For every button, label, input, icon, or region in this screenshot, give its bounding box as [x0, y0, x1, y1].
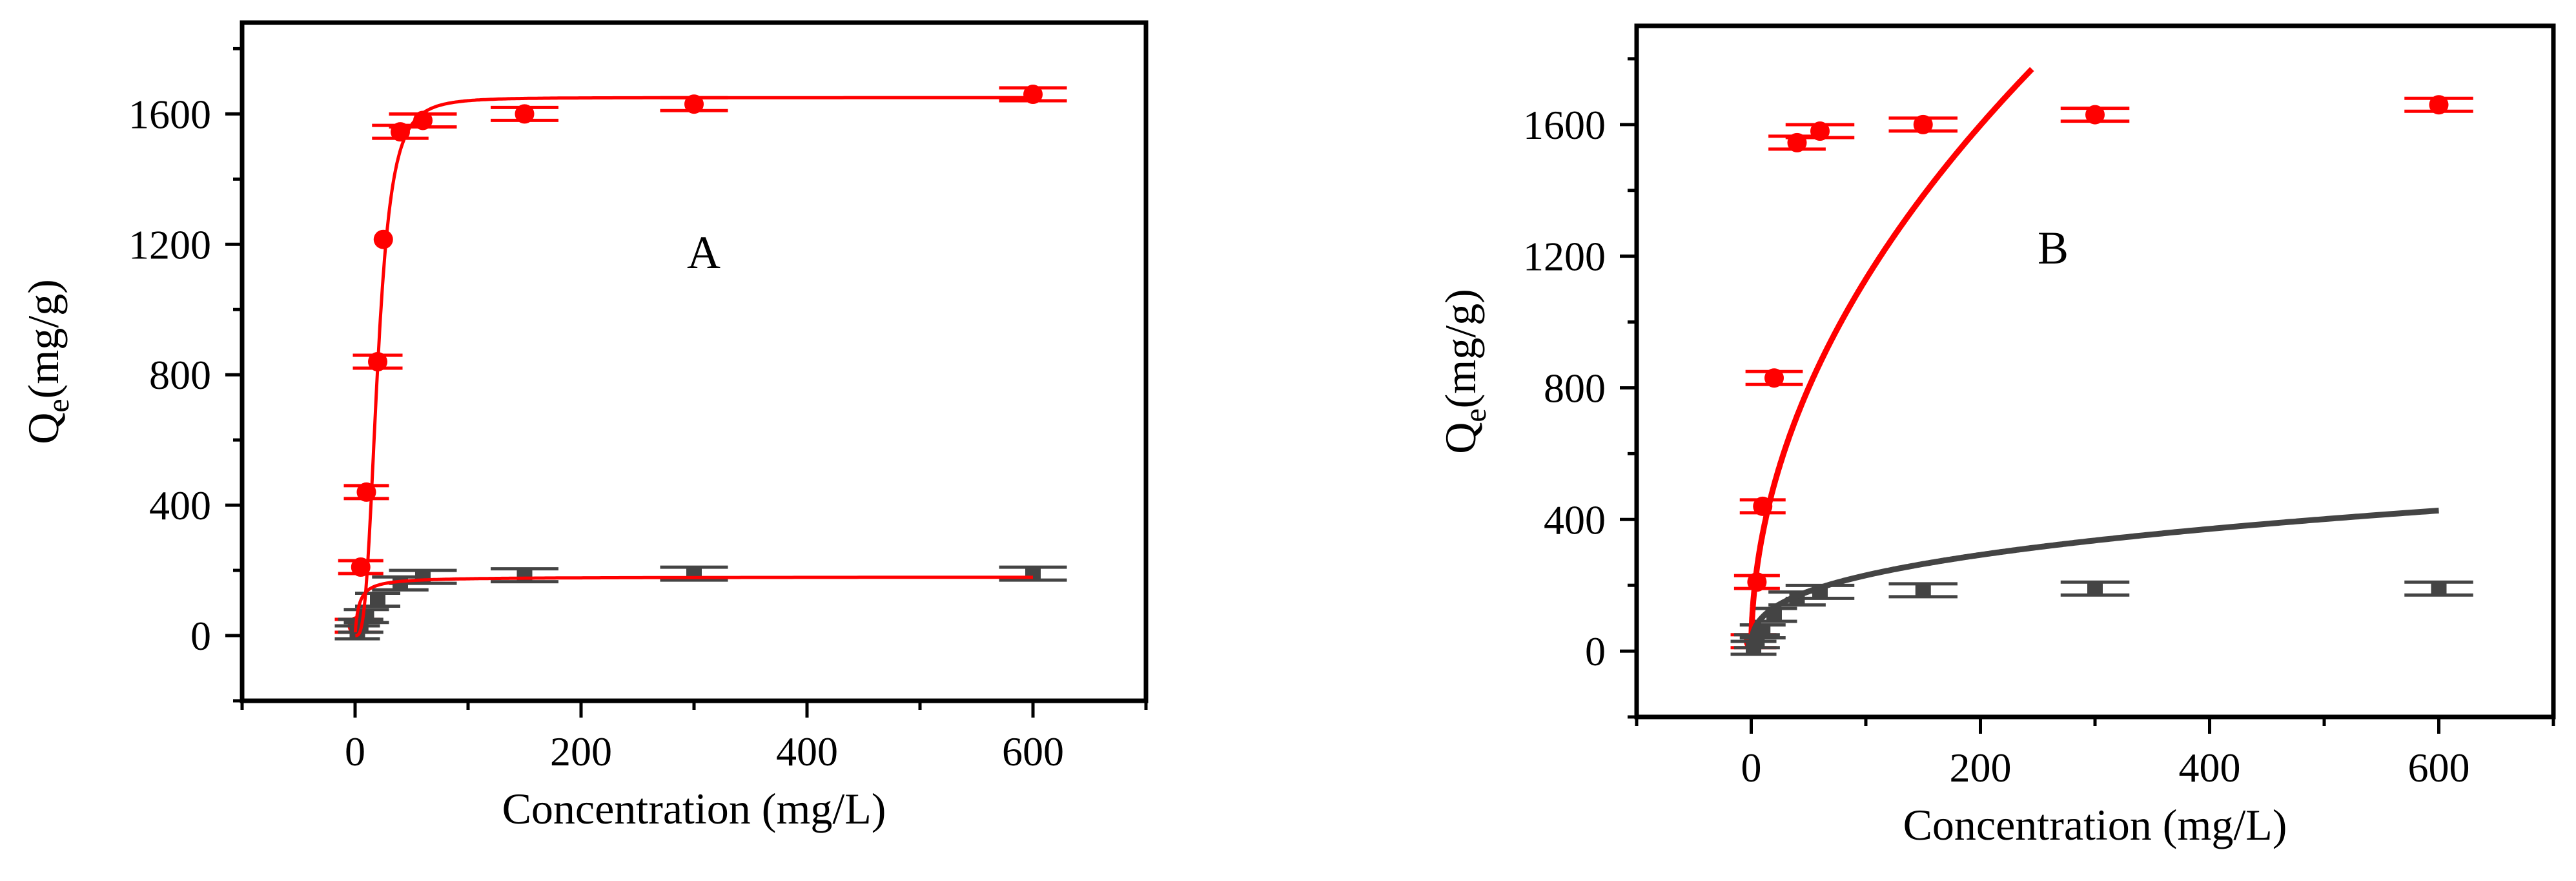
- y-axis-label-unit: (mg/g): [1436, 289, 1485, 408]
- x-tick-label: 600: [2408, 745, 2470, 791]
- y-tick-label: 1200: [1523, 234, 1606, 280]
- data-point: [1025, 566, 1041, 582]
- data-point: [515, 104, 535, 124]
- y-tick-label: 1600: [128, 91, 211, 137]
- data-point: [1915, 582, 1931, 598]
- panel-a: 0 200 400 600 0 400 800 1200 1600 Concentration (…: [19, 20, 1149, 833]
- data-point: [2429, 95, 2449, 115]
- y-axis-label-main: Q: [19, 413, 68, 444]
- fit-curve: [354, 96, 1033, 637]
- data-point: [1023, 85, 1043, 105]
- y-axis-label-subscript: e: [1458, 408, 1493, 422]
- y-tick-label: 1600: [1523, 102, 1606, 148]
- plot-area: [1730, 67, 2473, 656]
- x-tick-label: 400: [2179, 745, 2241, 791]
- series-gray-squares: [1730, 580, 2473, 656]
- data-point: [516, 567, 533, 583]
- x-axis-label: Concentration (mg/L): [1903, 800, 2287, 849]
- y-axis-label-subscript: e: [41, 399, 76, 412]
- y-tick-label: 1200: [128, 222, 211, 267]
- fit-curve: [1748, 508, 2439, 645]
- data-point: [370, 592, 385, 608]
- series-red-circles: [334, 85, 1067, 636]
- y-axis-label: Qe(mg/g): [19, 279, 76, 444]
- fit-curve: [1748, 67, 2034, 637]
- y-tick-label: 0: [190, 613, 211, 659]
- data-point: [2085, 105, 2105, 125]
- x-tick-label: 600: [1002, 729, 1064, 774]
- x-tick-label: 400: [776, 729, 838, 774]
- y-axis-label-main: Q: [1436, 422, 1485, 454]
- x-tick-label: 0: [345, 729, 365, 774]
- data-point: [2087, 581, 2103, 597]
- plot-frame: [240, 20, 1149, 703]
- y-axis-label: Qe(mg/g): [1436, 289, 1493, 454]
- data-point: [1913, 114, 1933, 134]
- y-axis-label-unit: (mg/g): [19, 279, 68, 399]
- data-point: [1787, 132, 1807, 152]
- plot-frame: [1634, 23, 2556, 720]
- x-tick-label: 0: [1741, 745, 1762, 791]
- x-tick-label: 200: [1950, 745, 2012, 791]
- data-point: [1764, 368, 1784, 388]
- x-tick-label: 200: [550, 729, 612, 774]
- y-tick-label: 800: [1544, 365, 1606, 411]
- panel-label: B: [2038, 222, 2069, 274]
- y-tick-label: 400: [149, 482, 211, 528]
- y-tick-label: 0: [1585, 628, 1606, 674]
- y-tick-label: 800: [149, 352, 211, 398]
- y-tick-label: 400: [1544, 497, 1606, 543]
- data-point: [2431, 581, 2447, 597]
- fit-curve: [353, 575, 1033, 634]
- data-point: [1810, 121, 1830, 141]
- plot-area: [334, 85, 1067, 641]
- data-point: [415, 569, 431, 585]
- panel-label: A: [687, 227, 721, 278]
- data-point: [373, 229, 393, 249]
- series-red-circles: [1730, 95, 2473, 651]
- x-axis-label: Concentration (mg/L): [502, 784, 886, 833]
- panel-b: 0 200 400 600 0 400 800 1200 1600 Concentration (…: [1436, 23, 2556, 849]
